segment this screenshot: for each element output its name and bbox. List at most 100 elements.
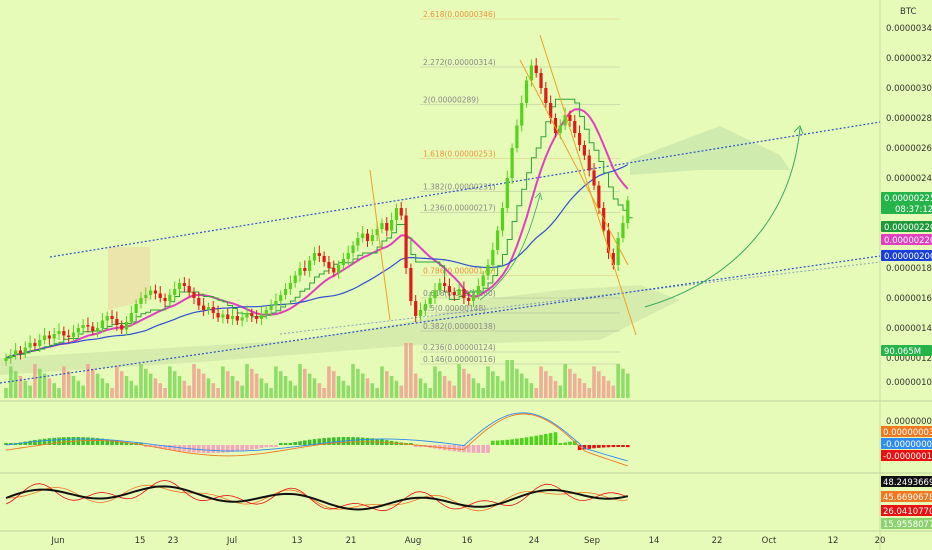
fib-label: 1.618(0.00000253) [423, 150, 496, 159]
axis-background [880, 0, 932, 550]
volume-bar [375, 388, 379, 398]
macd-bar [298, 441, 302, 445]
volume-bar [139, 364, 143, 398]
fib-label: 0.5(0.00000148) [423, 304, 486, 313]
candle-body [520, 103, 524, 126]
candle-body [322, 256, 326, 262]
macd-bar [105, 439, 110, 445]
candle-body [433, 290, 437, 298]
price-badge [881, 345, 932, 356]
candle-body [115, 319, 119, 325]
volume-bar [331, 371, 336, 398]
volume-bar [168, 366, 172, 398]
candle-body [491, 250, 495, 265]
volume-bar [384, 371, 389, 398]
volume-bar [148, 373, 153, 398]
volume-bar [327, 366, 331, 398]
macd-bar [216, 445, 220, 453]
macd-bar [33, 440, 37, 445]
arrow-head [534, 192, 543, 201]
fib-label: 1.382(0.00000231) [423, 183, 496, 192]
cloud-shape [0, 285, 680, 375]
candle-body [336, 265, 341, 273]
macd-bar [539, 434, 543, 445]
candle-body [86, 325, 90, 327]
candle-body [390, 220, 394, 231]
x-tick-label: 23 [168, 536, 179, 546]
volume-bar [486, 366, 490, 398]
x-tick-label: 13 [292, 536, 303, 546]
volume-bar [129, 380, 134, 398]
macd-value: -0.00000010 [883, 452, 932, 462]
candle-body [144, 295, 148, 298]
macd-bar [139, 443, 143, 445]
candle-body [124, 322, 129, 330]
volume-bar [4, 388, 8, 398]
candle-body [38, 340, 42, 346]
volume-bar [471, 378, 476, 398]
candle-body [202, 305, 206, 310]
price-badge-text: 0.00000220 [884, 223, 932, 233]
candle-body [573, 121, 577, 133]
volume-bar [336, 376, 341, 398]
price-badge-text: 0.00000220 [884, 236, 932, 246]
macd-bar [259, 445, 264, 449]
x-tick-label: 20 [875, 536, 886, 546]
macd-badge [881, 450, 932, 461]
fib-label: 2(0.00000289) [423, 96, 479, 105]
candle-body [274, 301, 278, 306]
macd-bar [254, 445, 259, 449]
arrow-head [793, 125, 804, 135]
volume-bar [601, 376, 606, 398]
macd-bar [307, 439, 312, 445]
candle-body [206, 307, 211, 310]
macd-value: -0.00000007 [883, 440, 932, 450]
macd-bar [409, 443, 413, 445]
volume-bar [625, 373, 630, 398]
volume-bar [529, 383, 534, 398]
candle-body [606, 230, 611, 253]
macd-bar [563, 442, 567, 445]
macd-bar [303, 440, 307, 445]
macd-bar [245, 445, 249, 451]
volume-bar [587, 388, 592, 398]
candlesticks [4, 58, 630, 366]
signal-line [5, 413, 628, 467]
macd-bar [110, 439, 114, 445]
candle-body [95, 328, 100, 331]
candle-body [57, 331, 61, 334]
macd-bar [240, 445, 244, 451]
macd-bar [197, 445, 201, 453]
step-line [6, 98, 633, 359]
candle-body [303, 268, 307, 271]
macd-bar [168, 445, 172, 450]
macd-bar [548, 433, 553, 445]
volume-bar [548, 376, 553, 398]
macd-bar [90, 437, 95, 445]
volume-bar [360, 373, 365, 398]
candle-body [563, 115, 567, 126]
osc-value: 45.66906784 [883, 493, 932, 503]
x-tick-label: 24 [529, 536, 540, 546]
osc-main [5, 485, 629, 511]
osc-orange [5, 484, 628, 512]
macd-bar [37, 439, 42, 445]
candle-body [14, 350, 18, 355]
candle-body [259, 314, 264, 319]
macd-bar [293, 442, 297, 445]
osc-value: 15.95580776 [883, 520, 932, 530]
volume-bar [153, 378, 158, 398]
macd-bar [466, 445, 471, 453]
macd-bar [515, 438, 519, 445]
volume-bar [245, 364, 249, 398]
macd-bar [119, 441, 124, 445]
osc-badge [881, 491, 932, 502]
candle-body [500, 208, 505, 231]
volume-bar [341, 380, 346, 398]
orange-trend [369, 169, 391, 321]
osc-badge [881, 505, 932, 516]
